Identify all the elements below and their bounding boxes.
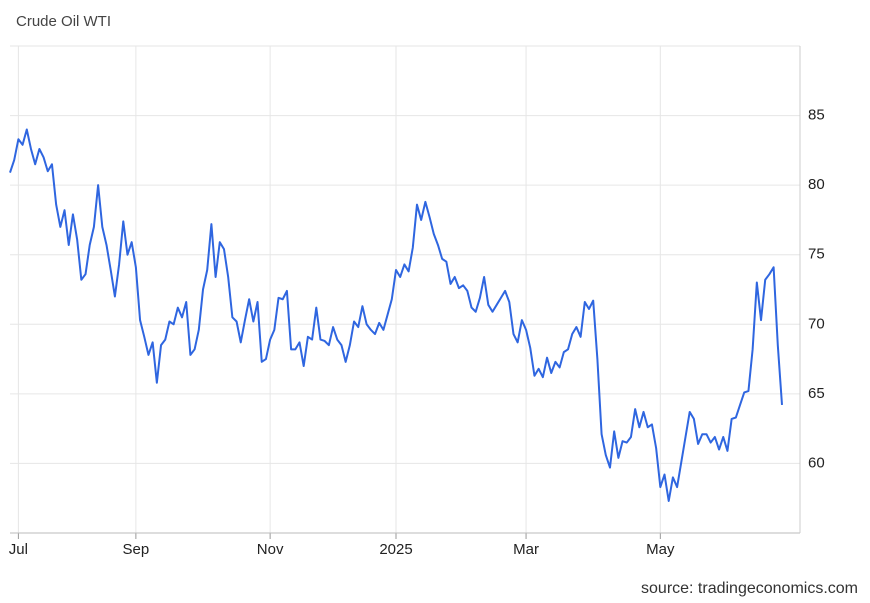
x-tick-label: Jul: [9, 541, 28, 558]
y-tick-label: 75: [808, 246, 825, 263]
source: source: tradingeconomics.com: [641, 580, 858, 597]
y-tick-label: 70: [808, 315, 825, 332]
y-tick-label: 85: [808, 107, 825, 124]
price-line: [9, 128, 783, 502]
x-tick-label: Sep: [123, 541, 150, 558]
x-tick-label: 2025: [379, 541, 412, 558]
x-tick-label: Mar: [513, 541, 539, 558]
y-tick-label: 65: [808, 385, 825, 402]
x-tick-label: Nov: [257, 541, 284, 558]
y-tick-label: 60: [808, 454, 825, 471]
y-tick-label: 80: [808, 176, 825, 193]
chart-title: Crude Oil WTI: [16, 13, 111, 30]
x-tick-label: May: [646, 541, 675, 558]
